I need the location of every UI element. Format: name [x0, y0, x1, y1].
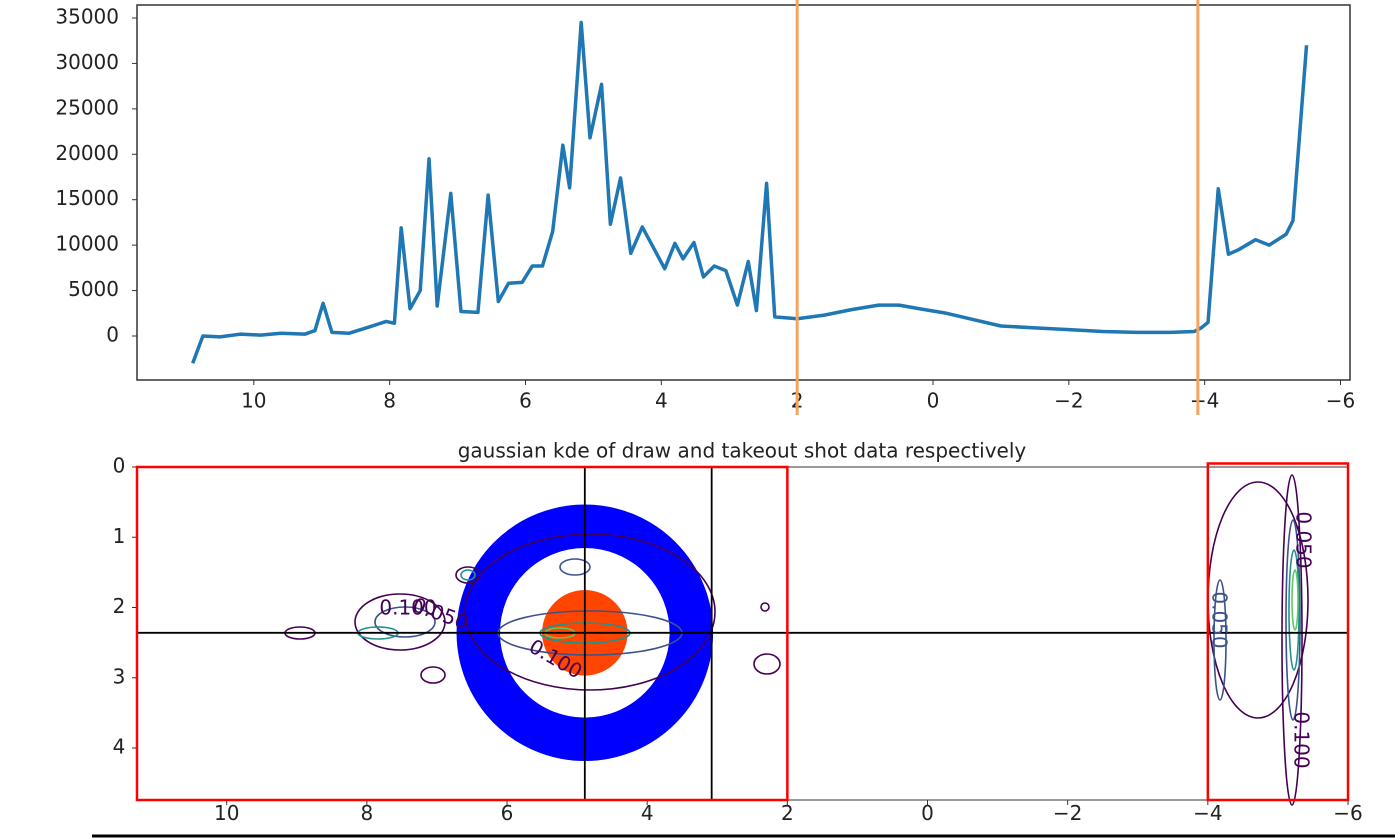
contour-label: 0.050	[1208, 591, 1232, 648]
x-tick-label: 2	[781, 801, 794, 825]
contour	[559, 558, 591, 576]
x-tick-label: 4	[641, 801, 654, 825]
contour	[460, 569, 476, 581]
x-tick-label: 10	[214, 801, 239, 825]
contour	[374, 606, 436, 638]
contour-label: 0.100	[1290, 711, 1314, 768]
contour	[760, 602, 770, 612]
y-tick-label: 25000	[55, 95, 119, 119]
region-box	[135, 465, 789, 802]
x-tick-label: −6	[1333, 801, 1362, 825]
y-tick-label: 0	[106, 322, 119, 346]
data-line	[191, 20, 1309, 364]
y-tick-label: 0	[113, 454, 126, 478]
x-tick-label: −4	[1190, 389, 1219, 413]
y-tick-label: 30000	[55, 50, 119, 74]
region-box	[1206, 462, 1350, 802]
contour	[455, 566, 481, 584]
y-tick-label: 3	[113, 664, 126, 688]
x-tick-label: 8	[383, 389, 396, 413]
contour	[1213, 579, 1227, 701]
contour	[1288, 549, 1300, 671]
y-tick-label: 10000	[55, 232, 119, 256]
contour-label: 0.050	[1292, 511, 1316, 568]
contour	[420, 666, 446, 684]
y-tick-label: 20000	[55, 141, 119, 165]
y-tick-label: 1	[113, 524, 126, 548]
x-tick-label: −2	[1054, 389, 1083, 413]
contour	[753, 653, 781, 675]
x-tick-label: −6	[1326, 389, 1355, 413]
x-tick-label: 10	[241, 389, 266, 413]
y-tick-label: 15000	[55, 186, 119, 210]
x-tick-label: −4	[1193, 801, 1222, 825]
contour	[354, 593, 446, 651]
y-tick-label: 5000	[68, 277, 119, 301]
plot-frame	[136, 4, 1351, 381]
contour	[1281, 474, 1303, 806]
x-tick-label: 8	[360, 801, 373, 825]
x-tick-label: 6	[519, 389, 532, 413]
contour-label: 0.100	[379, 596, 436, 620]
y-tick-label: 4	[113, 735, 126, 759]
contour	[464, 533, 716, 691]
x-tick-label: 4	[655, 389, 668, 413]
contour	[1291, 569, 1299, 631]
chart-title: gaussian kde of draw and takeout shot da…	[458, 439, 1027, 463]
y-tick-label: 35000	[55, 4, 119, 28]
x-tick-label: −2	[1053, 801, 1082, 825]
contour	[1285, 519, 1301, 721]
y-tick-label: 2	[113, 594, 126, 618]
x-tick-label: 0	[921, 801, 934, 825]
x-tick-label: 6	[501, 801, 514, 825]
x-tick-label: 0	[927, 389, 940, 413]
